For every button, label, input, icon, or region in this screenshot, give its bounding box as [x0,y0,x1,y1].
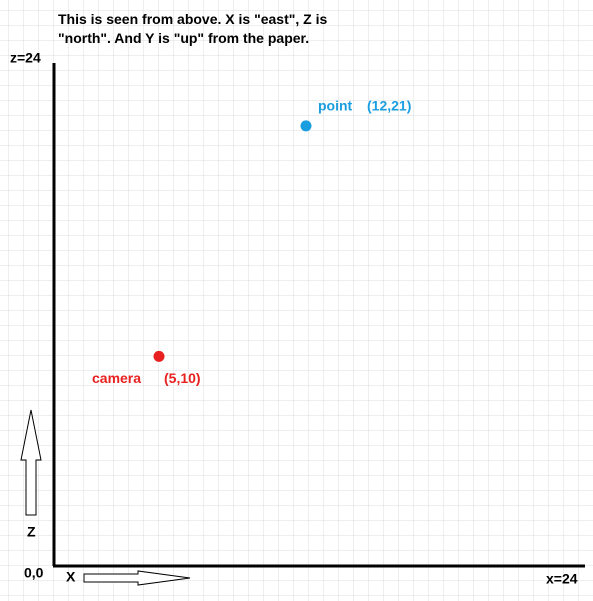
x-axis-label: X [66,569,76,585]
point-name: camera [92,370,141,386]
z-arrow [20,409,42,516]
x-end-label: x=24 [546,571,578,587]
data-point [300,120,312,132]
title: This is seen from above. X is "east", Z … [58,11,328,46]
z-axis-label: Z [27,524,36,540]
x-arrow [83,570,191,586]
z-end-label: z=24 [10,50,41,66]
point-name: point [318,98,353,114]
point-label: (5,10) [164,370,201,386]
data-point [153,350,165,362]
origin-label: 0,0 [24,565,44,581]
point-label: (12,21) [367,98,411,114]
